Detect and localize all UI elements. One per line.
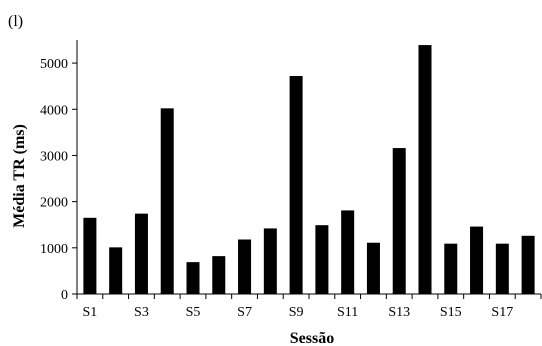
panel-label: (l) [8,13,23,30]
x-tick-label: S1 [82,305,97,320]
y-tick-label: 0 [61,288,68,303]
bar-s1 [83,217,97,294]
bar-s10 [315,225,329,294]
bars [83,45,535,295]
x-tick-label: S15 [440,305,462,320]
bar-s12 [366,242,380,294]
x-axis-ticks: S1 S3 S5 S7 S9 S11 S13 S15 S17 [76,294,542,320]
y-tick-label: 2000 [40,196,68,211]
bar-s8 [263,228,277,294]
bar-s6 [212,256,226,294]
x-tick-label: S5 [186,305,201,320]
bar-s11 [341,210,355,294]
bar-s7 [238,239,252,294]
y-tick-label: 5000 [40,57,68,72]
bar-s14 [418,45,432,294]
bar-s16 [470,226,484,294]
y-axis-ticks: 0 1000 2000 3000 4000 5000 [40,57,77,303]
bar-s2 [109,247,123,294]
x-axis-title: Sessão [290,330,334,346]
bar-s9 [289,76,303,295]
y-tick-label: 3000 [40,149,68,164]
y-axis-title: Média TR (ms) [11,124,28,228]
bar-s18 [521,235,535,294]
bar-s3 [134,213,148,294]
x-tick-label: S7 [237,305,252,320]
bar-s15 [444,243,458,294]
x-tick-label: S3 [134,305,149,320]
x-tick-label: S9 [289,305,304,320]
y-tick-label: 4000 [40,103,68,118]
bar-s5 [186,262,200,294]
bar-s13 [392,148,406,294]
x-tick-label: S11 [337,305,358,320]
x-tick-label: S17 [491,305,513,320]
bar-s4 [160,108,174,294]
y-tick-label: 1000 [40,242,68,257]
bar-s17 [495,243,509,294]
x-tick-label: S13 [388,305,410,320]
